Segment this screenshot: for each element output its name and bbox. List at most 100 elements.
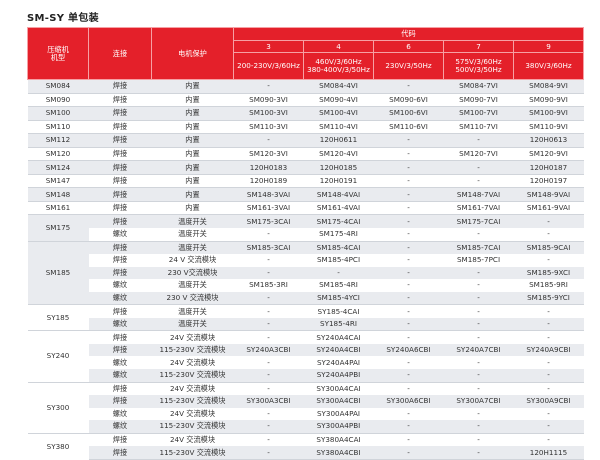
code-3-cell: SY300A3CBI [233, 395, 304, 408]
connection-cell: 焊接 [88, 214, 152, 229]
header-model: 压缩机 机型 [27, 27, 89, 80]
table-row: 螺纹 230 V 交流模块 - SM185-4YCI - - SM185-9YCI [28, 291, 584, 305]
header-code-7: 7 [443, 40, 514, 53]
code-3-cell: SM110-3VI [233, 119, 304, 134]
model-cell: SM124 [27, 160, 89, 175]
code-6-cell: SM100-6VI [373, 106, 444, 121]
table-row: 螺纹 24V 交流模块 - SY300A4PAI - - - [28, 408, 584, 421]
connection-cell: 焊接 [88, 395, 152, 408]
header-connection: 连接 [88, 27, 152, 80]
code-3-cell: - [233, 446, 304, 460]
table-row: SM090 焊接 内置 SM090-3VI SM090-4VI SM090-6VI SM09… [27, 92, 584, 107]
code-4-cell: SY300A4PAI [316, 408, 361, 418]
connection-cell: 螺纹 [88, 317, 152, 331]
code-6-cell: - [407, 255, 410, 265]
protection-cell: 温度开关 [178, 229, 207, 239]
code-7-cell: SY300A7CBI [443, 395, 514, 408]
code-7-cell: SM185-7PCI [456, 255, 501, 265]
code-6-cell: - [373, 369, 444, 383]
code-3-cell: SM175-3CAI [233, 214, 304, 229]
protection-cell: 24V 交流模块 [169, 357, 216, 367]
code-7-cell: SM084-7VI [443, 79, 514, 94]
model-cell: SM112 [27, 133, 89, 148]
code-3-cell: SM185-3CAI [233, 240, 304, 255]
connection-cell: 螺纹 [88, 369, 152, 383]
table-row: SM110 焊接 内置 SM110-3VI SM110-4VI SM110-6VI SM11… [27, 119, 584, 134]
code-7-cell: - [443, 420, 514, 434]
code-7-cell: SM161-7VAI [443, 200, 514, 215]
connection-cell: 螺纹 [88, 420, 152, 434]
code-4-cell: 120H0611 [303, 133, 374, 148]
code-9-cell: SY300A9CBI [513, 395, 584, 408]
code-9-cell: - [513, 432, 584, 447]
table-row: SM161 焊接 内置 SM161-3VAI SM161-4VAI - SM161-7VAI… [27, 200, 584, 215]
code-4-cell: SM185-4PCI [316, 255, 361, 265]
code-7-cell: - [477, 229, 480, 239]
header-voltage-6: 230V/3/50Hz [373, 52, 444, 80]
protection-cell: 内置 [151, 119, 234, 134]
code-3-cell: - [233, 369, 304, 383]
code-7-cell: SY240A7CBI [443, 343, 514, 357]
code-3-cell: - [233, 317, 304, 331]
code-9-cell: SY240A9CBI [513, 343, 584, 357]
code-6-cell: SM090-6VI [373, 92, 444, 107]
connection-cell: 焊接 [88, 133, 152, 148]
code-6-cell: - [373, 187, 444, 202]
table-row: SM148 焊接 内置 SM148-3VAI SM148-4VAI - SM148-7VAI… [27, 187, 584, 202]
protection-cell: 温度开关 [151, 317, 234, 331]
model-cell: SY300 [27, 381, 89, 434]
table-row: SM185 焊接 温度开关 SM185-3CAI SM185-4CAI - SM185-7C… [27, 240, 584, 305]
protection-cell: 温度开关 [178, 280, 207, 290]
protection-cell: 内置 [151, 187, 234, 202]
protection-cell: 115-230V 交流模块 [151, 446, 234, 460]
code-3-cell: - [267, 255, 270, 265]
header-code-9: 9 [513, 40, 584, 53]
code-4-cell: SY240A4CAI [303, 330, 374, 344]
code-3-cell: SY240A3CBI [233, 343, 304, 357]
model-cell: SY380 [27, 432, 89, 460]
header-protection: 电机保护 [151, 27, 234, 80]
code-9-cell: - [513, 381, 584, 396]
model-cell: SM148 [27, 187, 89, 202]
code-3-cell: SM100-3VI [233, 106, 304, 121]
code-9-cell: - [513, 369, 584, 383]
connection-cell: 焊接 [88, 200, 152, 215]
table-row: 焊接 115-230V 交流模块 SY300A3CBI SY300A4CBI SY300… [28, 395, 584, 408]
code-3-cell: 120H0189 [233, 173, 304, 188]
code-7-cell: SM110-7VI [443, 119, 514, 134]
table-row: SM147 焊接 内置 120H0189 120H0191- -120H0197 [27, 173, 584, 188]
code-4-cell: SM110-4VI [303, 119, 374, 134]
code-4-cell: SY240A4PAI [316, 357, 361, 367]
code-6-cell: - [373, 330, 444, 344]
protection-cell: 内置 [151, 173, 234, 188]
code-9-cell: 120H0613 [513, 133, 584, 148]
code-9-cell: SM110-9VI [513, 119, 584, 134]
code-4-cell: SM120-4VI [303, 146, 374, 161]
connection-cell: 焊接 [88, 240, 152, 255]
protection-cell: 温度开关 [151, 240, 234, 255]
code-6-cell: SY300A6CBI [373, 395, 444, 408]
code-7-cell: SM100-7VI [443, 106, 514, 121]
protection-cell: 230 V交流模块 [151, 266, 234, 280]
header-code: 代码 [233, 27, 584, 41]
code-9-cell: - [547, 255, 550, 265]
header-voltage-9: 380V/3/60Hz [513, 52, 584, 80]
connection-cell: 螺纹 [112, 357, 128, 367]
code-6-cell: SM110-6VI [373, 119, 444, 134]
code-7-cell: - [443, 304, 514, 318]
code-6-cell: SY240A6CBI [373, 343, 444, 357]
code-9-cell: - [513, 330, 584, 344]
code-9-cell: SM100-9VI [513, 106, 584, 121]
code-6-cell: - [407, 229, 410, 239]
code-9-cell: 120H1115 [513, 446, 584, 460]
code-6-cell: - [373, 240, 444, 255]
connection-cell: 焊接 [88, 343, 152, 357]
code-4-cell: SM084-4VI [303, 79, 374, 94]
connection-cell: 焊接 [88, 446, 152, 460]
code-6-cell: - [373, 381, 444, 396]
code-4-cell: SM161-4VAI [303, 200, 374, 215]
connection-cell: 焊接 [88, 432, 152, 447]
code-4-cell: SM185-4RI [319, 280, 358, 290]
connection-cell: 螺纹 [112, 229, 128, 239]
code-6-cell: - [407, 357, 410, 367]
